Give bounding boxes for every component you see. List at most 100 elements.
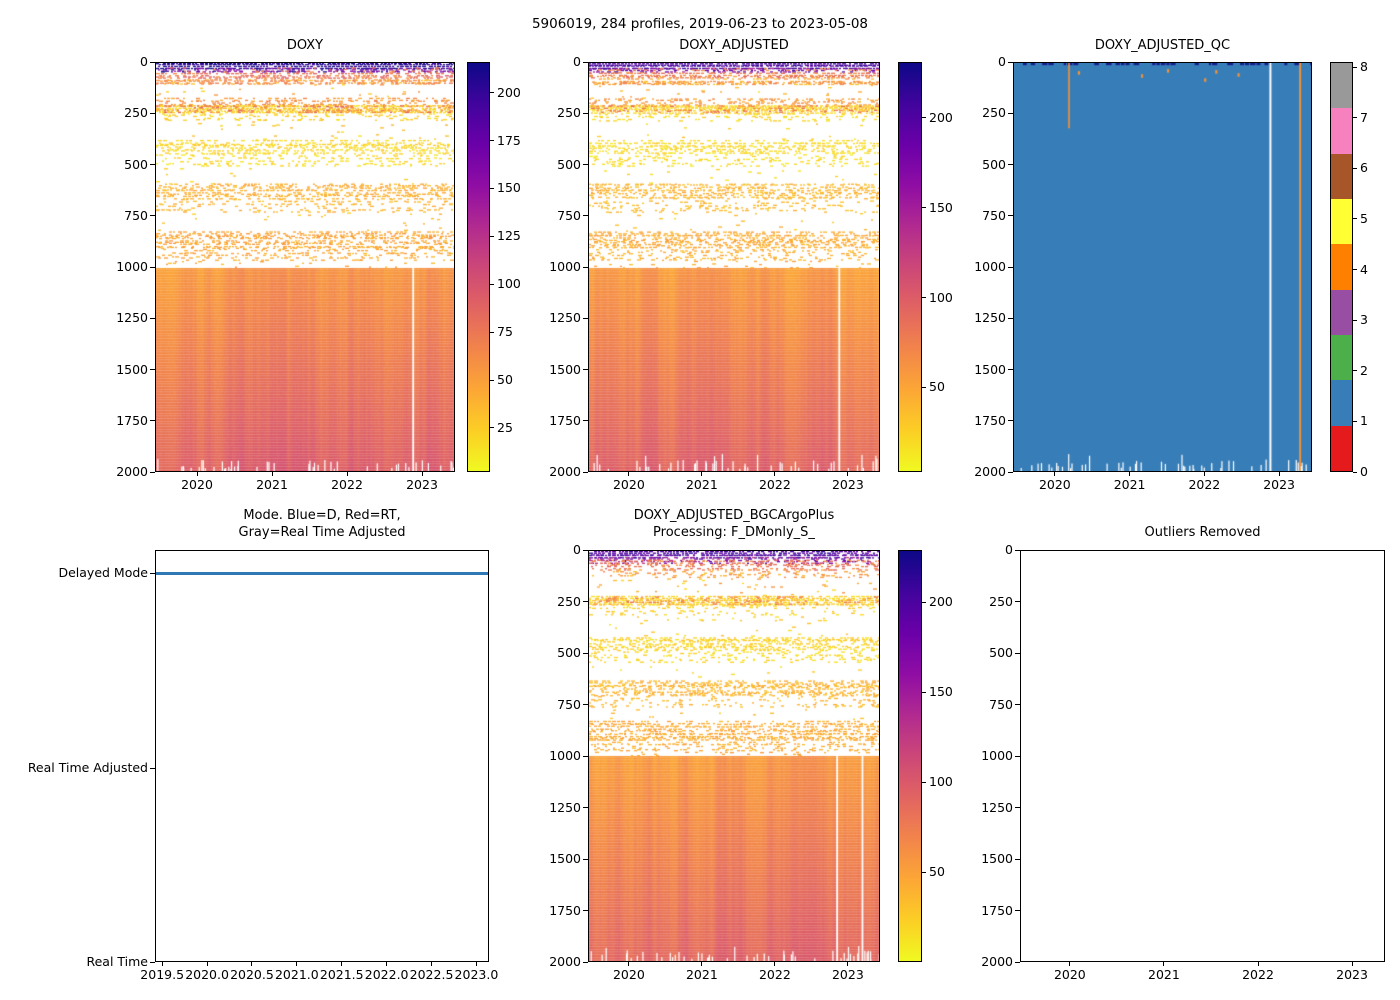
qc-colorbar-tick-label: 3 bbox=[1360, 312, 1368, 328]
qc-colorbar-segment-6 bbox=[1331, 153, 1352, 199]
y-tick-label: 2000 bbox=[981, 954, 1013, 969]
x-tick bbox=[774, 962, 776, 966]
plasma-gradient bbox=[468, 63, 489, 471]
x-tick-label: 2021 bbox=[685, 967, 718, 982]
y-tick bbox=[1015, 961, 1020, 963]
qc-colorbar-segment-3 bbox=[1331, 289, 1352, 335]
panel-title-doxy-adjusted-qc: DOXY_ADJUSTED_QC bbox=[1094, 38, 1231, 53]
y-tick-label: 1750 bbox=[549, 412, 581, 428]
doxy-adjusted-qc-canvas bbox=[1014, 63, 1311, 471]
qc-colorbar-tick-label: 5 bbox=[1360, 210, 1368, 226]
x-tick-label: 2021 bbox=[685, 477, 718, 492]
y-tick-label: 1250 bbox=[116, 310, 148, 326]
y-tick bbox=[1015, 549, 1020, 551]
y-tick-label: 1500 bbox=[549, 851, 581, 866]
x-tick bbox=[1163, 962, 1165, 966]
mode-x-tick-label: 2022.5 bbox=[409, 967, 454, 982]
y-tick bbox=[150, 471, 155, 473]
y-tick-label: 250 bbox=[982, 105, 1006, 121]
y-tick bbox=[583, 420, 588, 422]
y-tick bbox=[583, 164, 588, 165]
qc-colorbar-segment-1 bbox=[1331, 380, 1352, 426]
y-tick-label: 500 bbox=[982, 156, 1006, 172]
mode-x-tick bbox=[251, 962, 253, 966]
qc-colorbar-tick-label: 0 bbox=[1360, 464, 1368, 479]
qc-colorbar-segment-4 bbox=[1331, 244, 1352, 290]
y-tick bbox=[583, 215, 588, 217]
y-tick bbox=[1008, 215, 1013, 217]
y-tick bbox=[1008, 317, 1013, 319]
x-tick-label: 2021 bbox=[256, 477, 288, 492]
colorbar-tick-label: 200 bbox=[929, 109, 953, 125]
y-tick bbox=[1008, 420, 1013, 422]
y-tick bbox=[150, 317, 155, 319]
qc-colorbar-tick bbox=[1353, 269, 1357, 271]
x-tick bbox=[271, 472, 273, 476]
y-tick bbox=[583, 317, 588, 319]
y-tick-label: 1000 bbox=[116, 259, 148, 274]
qc-colorbar-segment-5 bbox=[1331, 198, 1352, 245]
colorbar-tick bbox=[490, 140, 494, 142]
y-tick bbox=[583, 601, 588, 602]
y-tick bbox=[583, 471, 588, 473]
y-tick bbox=[150, 164, 155, 165]
y-tick-label: 250 bbox=[989, 593, 1013, 609]
mode-x-tick-label: 2022.0 bbox=[364, 967, 409, 982]
colorbar-tick bbox=[490, 235, 494, 237]
delayed-mode-line bbox=[156, 572, 488, 575]
colorbar-tick-label: 150 bbox=[497, 180, 521, 196]
colorbar-tick-label: 200 bbox=[497, 84, 521, 100]
doxy-adjusted-heatmap-panel bbox=[588, 62, 880, 472]
qc-colorbar-tick bbox=[1353, 218, 1357, 220]
y-tick bbox=[1008, 471, 1013, 473]
colorbar-tick bbox=[922, 297, 926, 299]
panel-title-mode-line1: Mode. Blue=D, Red=RT, bbox=[243, 508, 401, 523]
y-tick bbox=[1015, 910, 1020, 911]
mode-y-tick bbox=[150, 572, 155, 574]
y-tick bbox=[583, 755, 588, 757]
y-tick bbox=[1008, 164, 1013, 165]
qc-colorbar-segment-0 bbox=[1331, 425, 1352, 471]
y-tick-label: 750 bbox=[557, 207, 581, 223]
qc-colorbar-tick-label: 2 bbox=[1360, 362, 1368, 378]
colorbar-tick bbox=[922, 386, 926, 388]
x-tick bbox=[774, 472, 776, 476]
x-tick-label: 2023 bbox=[1263, 477, 1296, 492]
x-tick bbox=[1257, 962, 1259, 966]
y-tick bbox=[150, 369, 155, 370]
y-tick-label: 1750 bbox=[549, 902, 581, 918]
y-tick-label: 1000 bbox=[974, 259, 1006, 274]
colorbar-tick-label: 100 bbox=[929, 289, 953, 305]
x-tick bbox=[628, 472, 630, 476]
y-tick-label: 0 bbox=[140, 54, 148, 69]
plasma-gradient bbox=[899, 551, 921, 961]
mode-y-tick bbox=[150, 961, 155, 963]
x-tick bbox=[701, 472, 703, 476]
colorbar-tick-label: 100 bbox=[497, 276, 521, 292]
x-tick bbox=[1069, 962, 1071, 966]
mode-y-tick-label: Delayed Mode bbox=[58, 565, 148, 580]
qc-colorbar-tick bbox=[1353, 420, 1357, 422]
colorbar-tick-label: 200 bbox=[929, 594, 953, 610]
x-tick bbox=[1054, 472, 1056, 476]
qc-colorbar-segment-2 bbox=[1331, 334, 1352, 381]
colorbar-tick-label: 75 bbox=[497, 324, 513, 340]
y-tick-label: 750 bbox=[124, 207, 148, 223]
x-tick bbox=[847, 962, 849, 966]
x-tick bbox=[701, 962, 703, 966]
colorbar-tick bbox=[922, 871, 926, 873]
y-tick-label: 0 bbox=[573, 54, 581, 69]
y-tick-label: 750 bbox=[557, 696, 581, 712]
y-tick-label: 1500 bbox=[549, 361, 581, 377]
y-tick-label: 500 bbox=[124, 156, 148, 172]
bgcargoplus-colorbar bbox=[898, 550, 922, 962]
y-tick bbox=[583, 858, 588, 860]
colorbar-tick bbox=[490, 427, 494, 429]
mode-y-tick bbox=[150, 767, 155, 769]
colorbar-tick bbox=[490, 331, 494, 333]
y-tick-label: 1500 bbox=[974, 361, 1006, 377]
x-tick bbox=[1351, 962, 1353, 966]
y-tick-label: 1250 bbox=[981, 799, 1013, 815]
qc-colorbar-tick-label: 6 bbox=[1360, 160, 1368, 176]
